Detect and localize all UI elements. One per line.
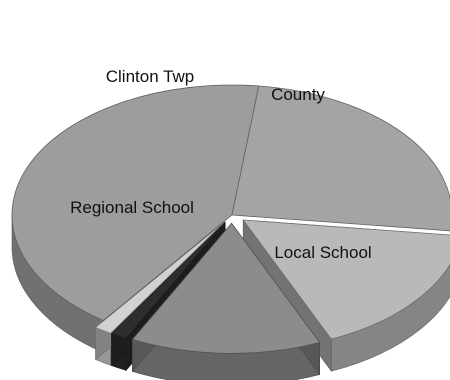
labels-layer: Clinton Twp County Local School Regional Sc… <box>70 67 372 262</box>
slice-label: Clinton Twp <box>106 67 195 86</box>
slice-label: Local School <box>274 243 371 262</box>
slice-label: Regional School <box>70 198 194 217</box>
pie-slice <box>242 219 450 340</box>
pie-slice <box>131 222 321 354</box>
pie-slice <box>231 85 450 232</box>
pie-slice <box>11 84 260 321</box>
pie-slice <box>94 221 225 334</box>
slice-label: County <box>271 85 325 104</box>
slices-layer <box>11 84 450 380</box>
pie-slice <box>110 222 226 339</box>
